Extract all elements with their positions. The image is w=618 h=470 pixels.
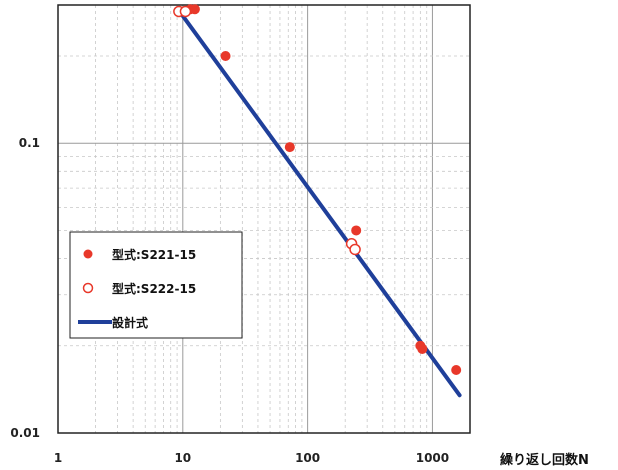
legend: 型式:S221-15 型式:S222-15 設計式: [69, 231, 243, 339]
y-tick-label: 0.01: [10, 426, 40, 440]
data-point-s221: [284, 142, 295, 153]
y-tick-label: 0.1: [19, 136, 40, 150]
grid: [57, 5, 471, 434]
data-point-s221: [451, 364, 462, 375]
data-point-s221: [220, 51, 231, 62]
data-point-s221: [417, 343, 428, 354]
data-point-s222: [179, 5, 192, 18]
x-tick-label: 10: [174, 451, 191, 465]
x-axis-label: 繰り返し回数N: [500, 452, 589, 468]
design-line: [180, 13, 462, 398]
legend-marker-s221: [83, 249, 93, 259]
plot-frame: [57, 4, 471, 434]
x-tick-label: 1000: [416, 451, 449, 465]
data-point-s222: [349, 243, 361, 256]
data-point-s221: [189, 4, 200, 15]
series-layer: [173, 4, 462, 398]
x-tick-label: 100: [295, 451, 320, 465]
legend-marker-s222: [82, 282, 94, 294]
legend-label-design: 設計式: [112, 315, 148, 330]
legend-label-s222: 型式:S222-15: [112, 281, 196, 296]
x-axis-ticks: 1 10 100 1000: [54, 451, 449, 465]
data-point-s221: [351, 225, 362, 236]
y-axis-ticks: 0.01 0.1: [10, 136, 40, 440]
x-tick-label: 1: [54, 451, 62, 465]
legend-label-s221: 型式:S221-15: [112, 247, 196, 262]
